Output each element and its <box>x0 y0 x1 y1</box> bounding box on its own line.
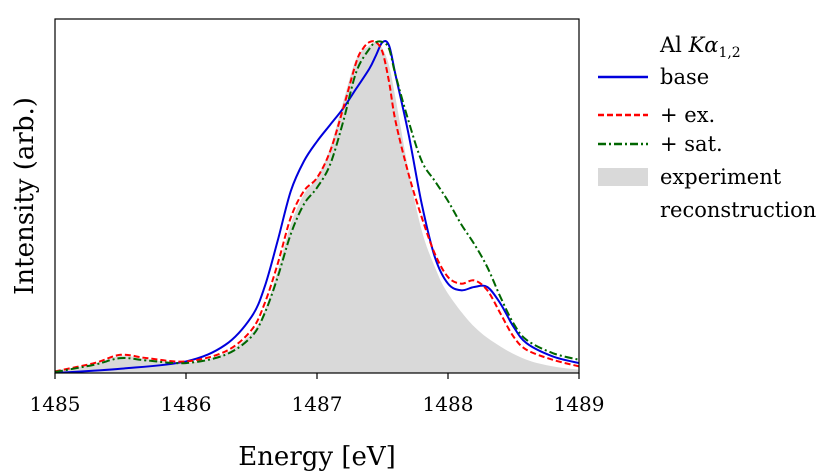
legend-label: + ex. <box>660 103 715 127</box>
legend-label: base <box>660 65 709 89</box>
legend-swatch <box>598 168 648 186</box>
legend-item: experiment reconstruction <box>598 165 816 222</box>
legend-title-sub: 1,2 <box>718 45 740 61</box>
series-area-experiment <box>55 42 579 373</box>
legend-label-line2: reconstruction <box>660 198 816 222</box>
line-layer <box>55 40 579 373</box>
legend-item: + ex. <box>598 103 715 127</box>
legend-item: base <box>598 65 709 89</box>
x-tick-label: 1487 <box>292 392 343 416</box>
legend-title-math: Kα <box>688 33 719 57</box>
fill-layer <box>55 42 579 373</box>
legend-item: + sat. <box>598 132 723 156</box>
legend-label: experiment <box>660 165 782 189</box>
legend: Al Kα1,2 base + ex. + sat. experiment recons… <box>598 33 816 222</box>
series-line-1 <box>55 40 579 373</box>
x-axis-ticks: 1485 1486 1487 1488 1489 <box>30 373 605 416</box>
series-line-3 <box>55 40 579 373</box>
legend-title: Al Kα1,2 <box>659 33 741 61</box>
legend-label: + sat. <box>660 132 723 156</box>
legend-title-prefix: Al <box>659 33 689 57</box>
x-tick-label: 1485 <box>30 392 81 416</box>
plot-area <box>54 18 580 374</box>
x-tick-label: 1486 <box>161 392 212 416</box>
y-axis-label: Intensity (arb.) <box>10 97 40 295</box>
x-tick-label: 1488 <box>423 392 474 416</box>
x-tick-label: 1489 <box>554 392 605 416</box>
legend-items: base + ex. + sat. experiment reconstruction <box>598 65 816 222</box>
series-line-2 <box>55 40 579 373</box>
x-axis-label: Energy [eV] <box>238 442 396 472</box>
